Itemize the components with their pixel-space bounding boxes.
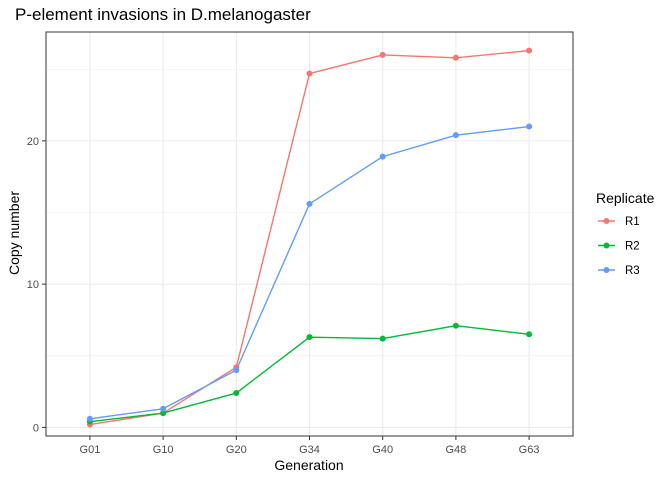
- data-point-r3: [452, 132, 459, 139]
- legend-label: R2: [625, 241, 640, 253]
- data-point-r2: [233, 390, 240, 397]
- legend-label: R3: [625, 265, 640, 277]
- y-tick-label: 20: [27, 136, 39, 148]
- legend-title: Replicate: [596, 190, 655, 206]
- data-point-r1: [452, 54, 459, 61]
- legend-key-point: [603, 218, 610, 224]
- y-tick-label: 0: [33, 422, 39, 434]
- legend-item-r2: R2: [598, 241, 640, 253]
- data-point-r3: [233, 367, 240, 374]
- series-points: [86, 47, 533, 428]
- data-point-r1: [306, 70, 313, 77]
- data-point-r2: [306, 334, 313, 341]
- legend: Replicate R1 R2 R3: [596, 190, 655, 277]
- legend-key-point: [603, 267, 610, 273]
- x-axis-title: Generation: [274, 457, 343, 473]
- data-point-r1: [526, 47, 533, 54]
- plot-panel: [45, 31, 574, 437]
- y-tick-label: 10: [27, 279, 39, 291]
- legend-item-r1: R1: [598, 216, 640, 228]
- data-point-r2: [379, 335, 386, 342]
- data-point-r3: [526, 123, 533, 130]
- x-tick-label: G40: [372, 444, 393, 456]
- x-tick-label: G48: [445, 444, 466, 456]
- major-grid: [46, 32, 573, 436]
- data-point-r3: [379, 153, 386, 160]
- y-axis-title: Copy number: [6, 191, 22, 275]
- data-point-r2: [452, 322, 459, 329]
- legend-label: R1: [625, 216, 640, 228]
- legend-key-point: [603, 242, 610, 249]
- legend-items: R1 R2 R3: [598, 216, 640, 277]
- x-tick-label: G01: [80, 444, 101, 456]
- x-axis-ticks: G01 G10 G20 G34 G40 G48 G63: [80, 436, 540, 456]
- legend-item-r3: R3: [598, 265, 640, 277]
- x-tick-label: G34: [299, 444, 320, 456]
- x-tick-label: G10: [153, 444, 174, 456]
- data-point-r3: [306, 200, 313, 207]
- data-point-r3: [86, 415, 93, 422]
- data-point-r2: [160, 410, 167, 417]
- x-tick-label: G20: [226, 444, 247, 456]
- chart-title: P-element invasions in D.melanogaster: [15, 5, 311, 24]
- data-point-r1: [379, 51, 386, 58]
- data-point-r3: [160, 405, 167, 412]
- y-axis-ticks: 0 10 20: [27, 136, 46, 434]
- data-point-r2: [526, 331, 533, 338]
- x-tick-label: G63: [519, 444, 540, 456]
